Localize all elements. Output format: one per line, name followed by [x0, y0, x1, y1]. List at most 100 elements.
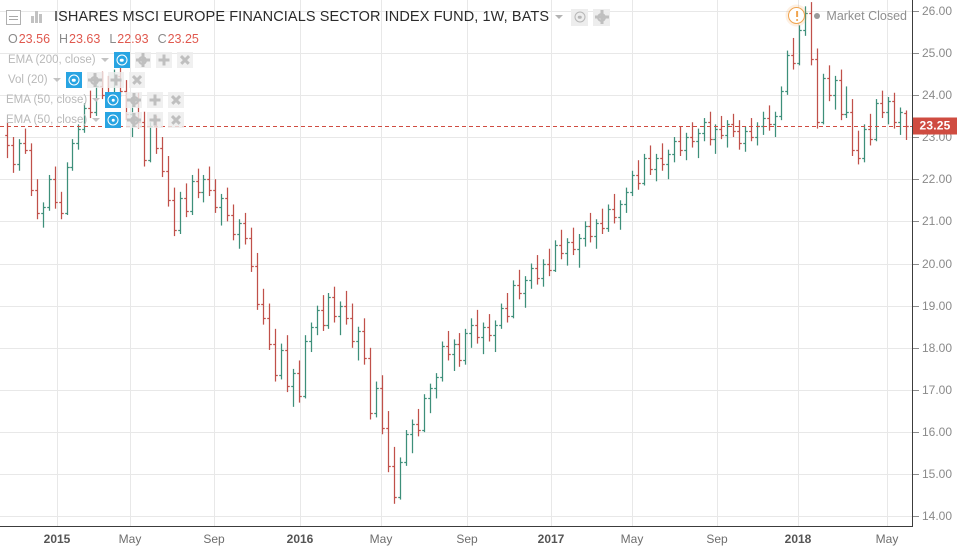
ohlc-bar: [779, 86, 784, 121]
ohlc-bar: [713, 124, 718, 154]
ohlc-bar: [731, 113, 736, 138]
low-label: L: [109, 32, 117, 46]
ohlc-bar: [475, 309, 480, 344]
time-tick-label: 2015: [43, 532, 71, 546]
ohlc-bar: [446, 330, 451, 361]
close-icon[interactable]: [168, 112, 185, 128]
ohlc-bar: [886, 96, 891, 125]
ohlc-bar: [583, 221, 588, 247]
ohlc-bar: [600, 208, 605, 234]
chart-header: ISHARES MSCI EUROPE FINANCIALS SECTOR IN…: [0, 6, 611, 28]
ohlc-bar: [249, 227, 254, 272]
price-tick-label: 17.00: [922, 382, 953, 397]
ohlc-bar: [273, 328, 278, 382]
market-status-label: Market Closed: [826, 8, 907, 23]
gear-icon[interactable]: [126, 92, 143, 108]
ohlc-bar: [59, 191, 64, 220]
ohlc-bar: [285, 335, 290, 393]
ohlc-bar: [690, 122, 695, 148]
time-tick-label: Sep: [203, 532, 225, 546]
price-tick: [913, 10, 919, 12]
current-price-badge[interactable]: 23.25: [913, 117, 957, 135]
collapse-box-icon[interactable]: [6, 9, 21, 25]
time-tick-label: 2016: [286, 532, 314, 546]
time-tick-label: May: [118, 532, 142, 546]
ohlc-bar: [297, 360, 302, 403]
price-tick: [913, 474, 919, 476]
time-scale[interactable]: 2015 May Sep 2016 May Sep 2017 May Sep 2018 May: [0, 527, 913, 549]
ohlc-bar: [82, 103, 87, 133]
chevron-down-icon[interactable]: [92, 118, 101, 122]
ohlc-bar: [743, 126, 748, 152]
warning-circle-icon[interactable]: [788, 7, 806, 24]
ohlc-bar: [648, 145, 653, 175]
ohlc-bar: [213, 179, 218, 213]
eye-icon[interactable]: [571, 8, 589, 26]
ohlc-bar: [303, 335, 308, 399]
chevron-down-icon[interactable]: [100, 58, 109, 62]
ohlc-bar: [487, 314, 492, 342]
ohlc-bar: [821, 73, 826, 125]
gear-icon[interactable]: [593, 8, 611, 26]
indicator-legend-row: EMA (50, close): [6, 92, 185, 108]
plus-icon[interactable]: [107, 72, 124, 88]
chart-plot-area[interactable]: [0, 0, 913, 527]
price-tick-label: 22.00: [922, 172, 953, 187]
ohlc-bar: [196, 168, 201, 199]
ohlc-bar: [148, 122, 153, 163]
ohlc-bar: [326, 293, 331, 329]
price-tick: [913, 516, 919, 518]
bar-series-icon[interactable]: [30, 10, 46, 24]
price-tick-label: 18.00: [922, 340, 953, 355]
chevron-down-icon[interactable]: [52, 78, 61, 82]
time-tick-label: Sep: [456, 532, 478, 546]
ohlc-bar: [321, 295, 326, 331]
chevron-down-icon[interactable]: [555, 15, 564, 19]
ohlc-bar: [398, 457, 403, 500]
market-status: Market Closed: [788, 7, 907, 24]
ohlc-bar: [505, 293, 510, 323]
ohlc-bar: [41, 202, 46, 228]
ohlc-bar: [315, 305, 320, 336]
ohlc-bar: [737, 120, 742, 150]
close-icon[interactable]: [168, 92, 185, 108]
ohlc-bar: [237, 219, 242, 249]
ohlc-bar: [541, 259, 546, 287]
ohlc-bar: [767, 105, 772, 131]
chevron-down-icon[interactable]: [92, 98, 101, 102]
ohlc-bar: [172, 187, 177, 237]
gear-icon[interactable]: [126, 112, 143, 128]
gear-icon[interactable]: [134, 52, 151, 68]
price-scale[interactable]: 26.00 25.00 24.00 23.00 22.00 21.00 20.00 19.00…: [913, 0, 957, 527]
page-title: ISHARES MSCI EUROPE FINANCIALS SECTOR IN…: [54, 9, 550, 25]
gear-icon[interactable]: [86, 72, 103, 88]
ohlc-bar: [517, 269, 522, 300]
ohlc-bar: [523, 276, 528, 308]
plus-icon[interactable]: [147, 92, 164, 108]
close-icon[interactable]: [128, 72, 145, 88]
ohlc-bar: [844, 86, 849, 119]
eye-icon[interactable]: [113, 52, 130, 68]
eye-icon[interactable]: [105, 92, 122, 108]
ohlc-bar: [749, 118, 754, 142]
ohlc-bar: [791, 37, 796, 70]
ohlc-bar: [434, 373, 439, 399]
price-tick: [913, 137, 919, 139]
ohlc-bar: [702, 118, 707, 142]
ohlc-bar: [267, 303, 272, 350]
ohlc-bar: [856, 130, 861, 165]
ohlc-bar: [559, 229, 564, 260]
eye-icon[interactable]: [105, 112, 122, 128]
plus-icon[interactable]: [147, 112, 164, 128]
close-icon[interactable]: [176, 52, 193, 68]
ohlc-bar: [11, 137, 16, 173]
eye-icon[interactable]: [65, 72, 82, 88]
ohlc-bar: [833, 75, 838, 110]
indicator-legend-row: Vol (20): [8, 72, 145, 88]
low-value: 22.93: [117, 32, 149, 46]
close-value: 23.25: [167, 32, 199, 46]
indicator-legend-label: EMA (200, close): [8, 54, 96, 66]
plus-icon[interactable]: [155, 52, 172, 68]
status-dot-icon: [814, 12, 821, 19]
